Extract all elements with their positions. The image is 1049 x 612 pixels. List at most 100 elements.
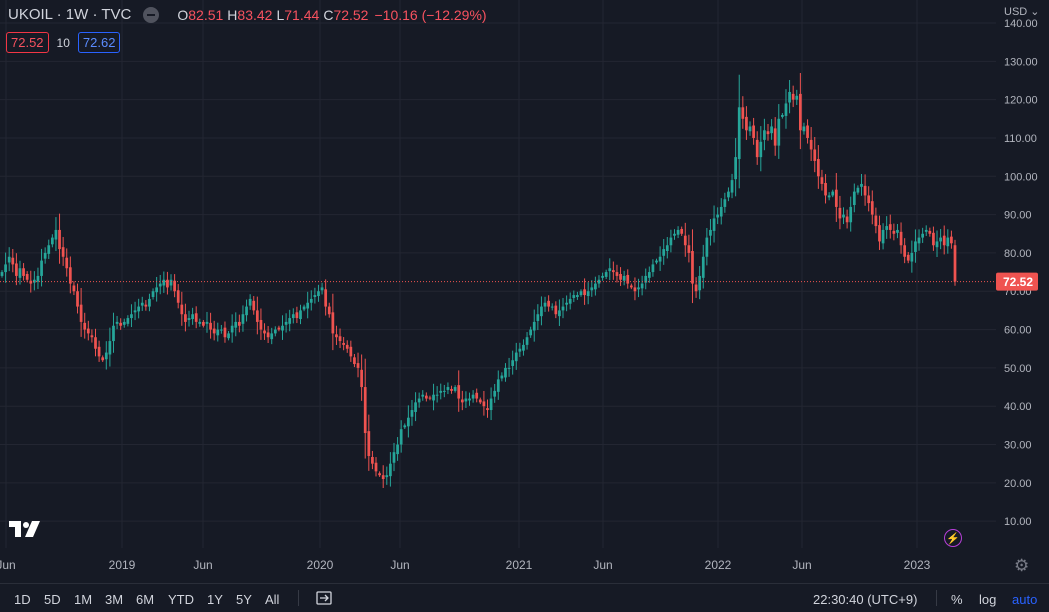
- candle: [849, 196, 853, 232]
- candle: [58, 213, 61, 264]
- candle: [903, 238, 907, 264]
- candle: [241, 305, 245, 332]
- time-scale[interactable]: Jun 2019 Jun 2020 Jun 2021 Jun 2022 Jun 2023: [0, 548, 996, 583]
- candle: [651, 259, 655, 277]
- candle: [496, 370, 500, 400]
- time-tick-label: Jun: [193, 558, 212, 572]
- bid-button[interactable]: 72.52: [6, 32, 49, 53]
- candle: [583, 278, 586, 305]
- chart-pane[interactable]: [0, 0, 996, 548]
- candle: [414, 392, 417, 422]
- candle: [417, 392, 421, 408]
- timeframe-3m[interactable]: 3M: [105, 592, 124, 607]
- timeframe-ytd[interactable]: YTD: [168, 592, 194, 607]
- candle: [104, 341, 108, 370]
- candle: [209, 312, 212, 339]
- candle: [76, 283, 79, 314]
- candle: [619, 267, 622, 286]
- last-price-label: 72.52: [1003, 275, 1033, 289]
- candle: [597, 275, 601, 288]
- candle: [673, 229, 676, 240]
- percent-toggle[interactable]: %: [951, 592, 963, 607]
- last-price-badge: [996, 272, 1038, 291]
- candle: [471, 390, 475, 403]
- log-toggle[interactable]: log: [979, 592, 997, 607]
- time-tick-label: 2022: [705, 558, 732, 572]
- candle: [576, 291, 579, 300]
- candle: [83, 312, 87, 339]
- candle: [910, 240, 914, 273]
- auto-toggle[interactable]: auto: [1012, 592, 1038, 607]
- candle: [97, 340, 101, 362]
- candle: [813, 137, 817, 173]
- candle: [324, 279, 328, 316]
- candle: [489, 387, 493, 421]
- candle: [187, 310, 191, 327]
- clock[interactable]: 22:30:40 (UTC+9): [813, 592, 918, 607]
- price-tick-label: 90.00: [1004, 210, 1032, 222]
- candle: [928, 227, 932, 237]
- timeframe-1d[interactable]: 1D: [14, 592, 31, 607]
- currency-label[interactable]: USD ⌄: [1004, 6, 1040, 18]
- candle: [802, 122, 806, 135]
- timeframe-all[interactable]: All: [265, 592, 280, 607]
- candle: [399, 420, 403, 453]
- time-tick-label: 2021: [506, 558, 533, 572]
- timeframe-5d[interactable]: 5D: [44, 592, 61, 607]
- candle: [842, 207, 845, 225]
- compare-icon[interactable]: [315, 590, 333, 606]
- candle: [320, 282, 324, 295]
- candle: [816, 145, 820, 189]
- symbol-title[interactable]: UKOIL · 1W · TVC: [8, 6, 132, 23]
- candle: [144, 300, 148, 311]
- candle: [432, 383, 435, 411]
- candle: [475, 388, 479, 403]
- candle: [446, 382, 450, 395]
- candle: [906, 251, 910, 264]
- candle: [230, 314, 234, 343]
- candle: [698, 266, 702, 300]
- candle: [126, 315, 130, 327]
- candle: [389, 452, 392, 487]
- candle: [79, 287, 83, 337]
- candle: [809, 127, 813, 162]
- candle: [558, 299, 561, 326]
- candlestick-chart[interactable]: [0, 0, 996, 548]
- candle: [288, 309, 292, 332]
- candle: [723, 192, 727, 213]
- candle: [669, 229, 673, 253]
- candle: [313, 287, 317, 304]
- price-scale[interactable]: 140.00 130.00 120.00 110.00 100.00 90.00 80.00…: [996, 0, 1049, 548]
- spread-value: 10: [56, 35, 70, 50]
- candle: [514, 342, 518, 370]
- flash-icon[interactable]: ⚡: [944, 529, 962, 547]
- candle: [870, 190, 874, 225]
- candle: [662, 239, 666, 265]
- candle: [363, 358, 367, 459]
- ask-button[interactable]: 72.62: [77, 32, 121, 53]
- tradingview-logo[interactable]: [9, 521, 41, 539]
- timeframe-1m[interactable]: 1M: [74, 592, 93, 607]
- candle: [525, 332, 529, 350]
- gear-icon[interactable]: ⚙: [1014, 556, 1030, 575]
- eye-icon[interactable]: [143, 6, 160, 23]
- candle: [25, 271, 29, 283]
- price-axis[interactable]: 140.00 130.00 120.00 110.00 100.00 90.00 80.00…: [996, 0, 1049, 548]
- timeframe-5y[interactable]: 5Y: [236, 592, 252, 607]
- candle: [202, 319, 205, 328]
- candle: [32, 271, 36, 291]
- candle: [259, 308, 263, 340]
- candle: [522, 339, 525, 356]
- timeframe-6m[interactable]: 6M: [136, 592, 155, 607]
- time-tick-label: 2023: [904, 558, 931, 572]
- timeframe-1y[interactable]: 1Y: [207, 592, 223, 607]
- change-value: −10.16 (−12.29%): [374, 6, 487, 23]
- candle: [381, 465, 385, 488]
- open-label: O: [177, 6, 189, 23]
- candle: [317, 284, 320, 302]
- candle: [741, 96, 745, 129]
- time-axis[interactable]: Jun 2019 Jun 2020 Jun 2021 Jun 2022 Jun 2023: [0, 548, 996, 583]
- candle: [777, 104, 781, 159]
- candle: [824, 174, 827, 204]
- candle: [572, 290, 576, 303]
